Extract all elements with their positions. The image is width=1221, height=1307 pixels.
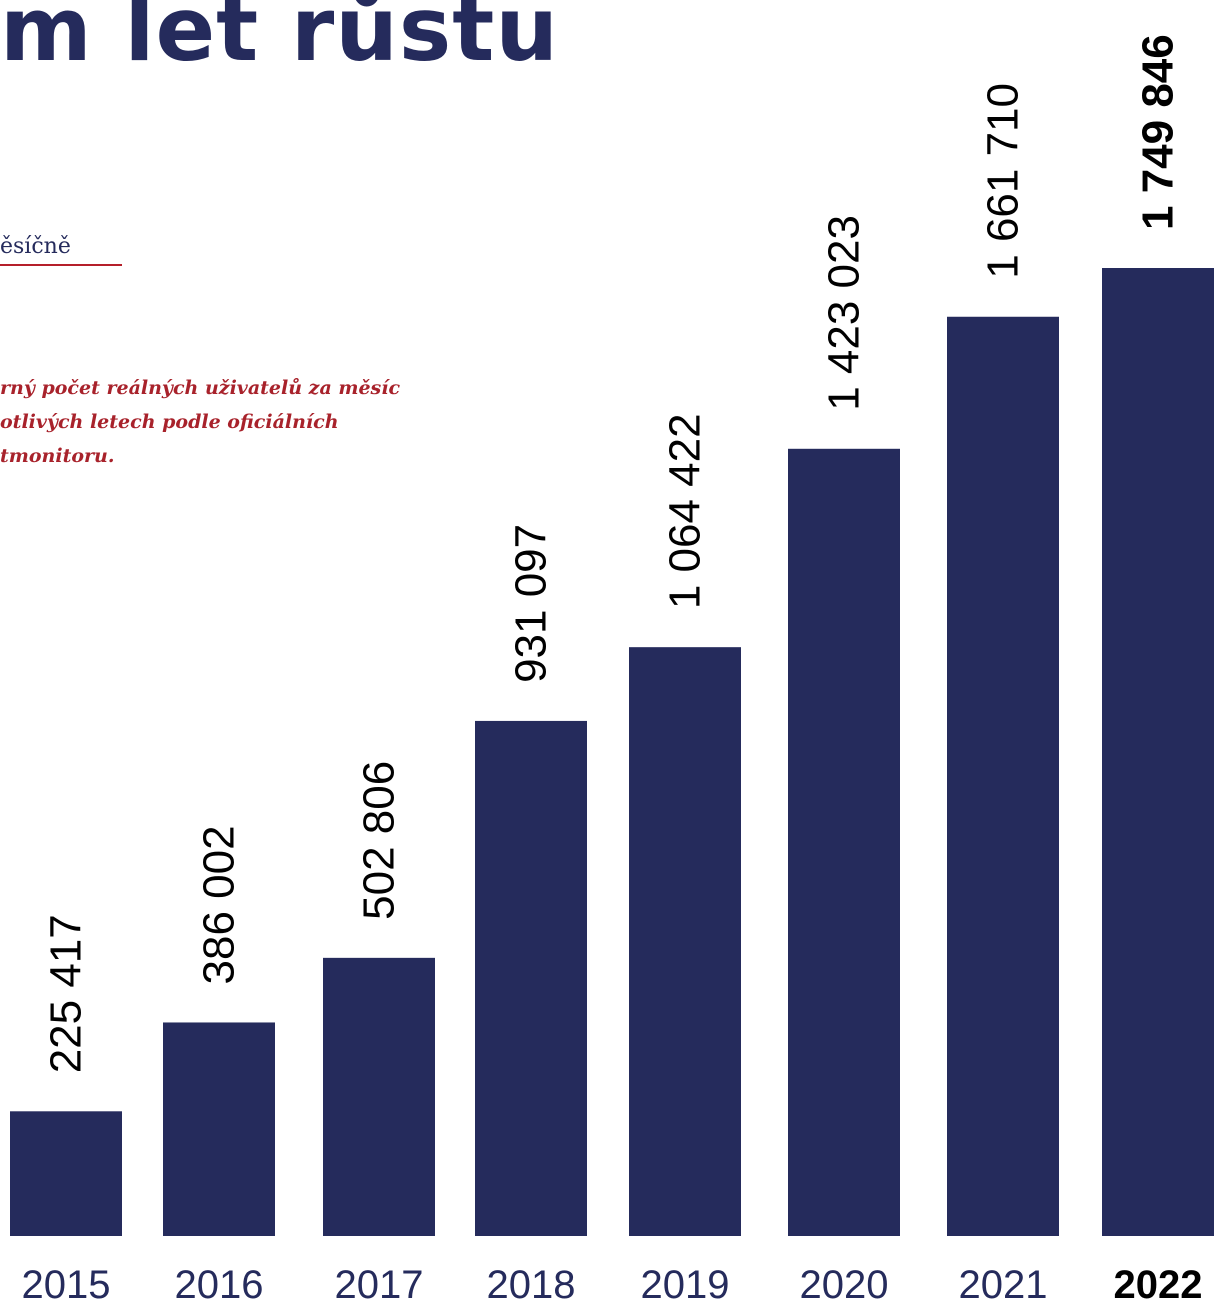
category-label-2019: 2019 xyxy=(641,1263,730,1307)
category-label-2020: 2020 xyxy=(800,1263,889,1307)
category-label-2021: 2021 xyxy=(959,1263,1048,1307)
category-label-2016: 2016 xyxy=(175,1263,264,1307)
subheading-link[interactable]: ěsíčně xyxy=(0,232,122,266)
category-label-2017: 2017 xyxy=(335,1263,424,1307)
source-note: rný počet reálných uživatelů za měsíc ot… xyxy=(0,371,440,473)
bars-group xyxy=(10,268,1214,1236)
bar-2021 xyxy=(947,316,1059,1236)
source-note-line: tmonitoru. xyxy=(0,445,115,467)
category-label-2022: 2022 xyxy=(1114,1263,1203,1307)
value-labels-group: 225 417 386 002 502 806 931 097 1 064 422 1 4… xyxy=(42,34,1183,1073)
value-label-2020: 1 423 023 xyxy=(820,215,869,411)
bar-2016 xyxy=(163,1022,275,1236)
bar-2020 xyxy=(788,448,900,1236)
bar-2022 xyxy=(1102,268,1214,1236)
source-note-line: rný počet reálných uživatelů za měsíc xyxy=(0,377,401,399)
category-label-2015: 2015 xyxy=(22,1263,111,1307)
source-note-line: otlivých letech podle oficiálních xyxy=(0,411,339,433)
value-label-2018: 931 097 xyxy=(507,524,556,683)
value-label-2021: 1 661 710 xyxy=(979,83,1028,279)
value-label-2015: 225 417 xyxy=(42,914,91,1073)
category-label-2018: 2018 xyxy=(487,1263,576,1307)
value-label-2019: 1 064 422 xyxy=(661,413,710,609)
value-label-2017: 502 806 xyxy=(355,761,404,920)
page-title: m let růstu xyxy=(0,0,560,81)
value-label-2022: 1 749 846 xyxy=(1134,34,1183,230)
bar-2015 xyxy=(10,1111,122,1236)
category-labels-group: 2015 2016 2017 2018 2019 2020 2021 2022 xyxy=(22,1263,1203,1307)
bar-2018 xyxy=(475,720,587,1236)
bar-2019 xyxy=(629,647,741,1236)
bar-2017 xyxy=(323,957,435,1236)
value-label-2016: 386 002 xyxy=(195,825,244,984)
